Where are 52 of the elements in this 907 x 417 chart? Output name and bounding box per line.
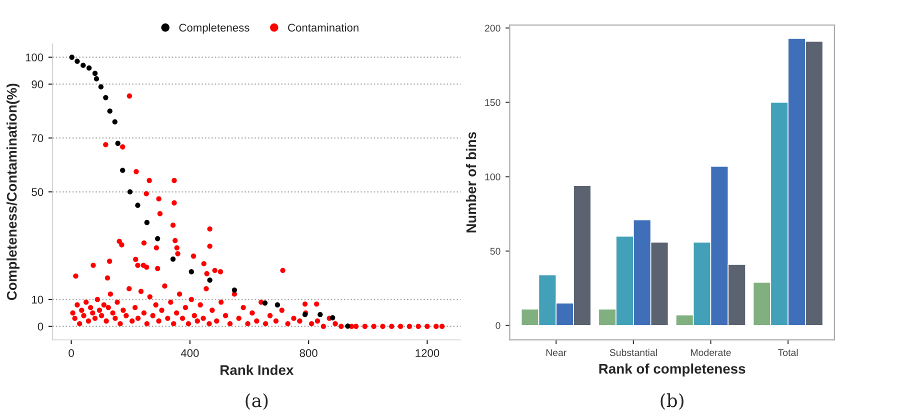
x-tick-label: 800 bbox=[300, 349, 318, 358]
y-tick-label: 90 bbox=[32, 80, 44, 88]
x-axis-title: Rank of completeness bbox=[599, 364, 746, 376]
x-tick-label: 400 bbox=[180, 349, 199, 358]
point bbox=[94, 76, 100, 82]
y-tick-label: 100 bbox=[485, 173, 500, 180]
y-tick-label: 50 bbox=[490, 248, 500, 255]
point bbox=[345, 324, 350, 329]
point bbox=[74, 58, 80, 64]
point bbox=[170, 256, 176, 262]
y-tick-label: 200 bbox=[484, 24, 500, 32]
point bbox=[86, 65, 92, 71]
legend-label: Contamination bbox=[288, 23, 358, 32]
point bbox=[92, 70, 98, 76]
point bbox=[80, 62, 86, 68]
point bbox=[107, 108, 112, 114]
point bbox=[318, 312, 323, 318]
y-tick-label: 10 bbox=[32, 296, 44, 304]
point bbox=[262, 300, 268, 306]
x-tick-label: Near bbox=[546, 349, 566, 356]
point bbox=[115, 140, 120, 146]
point bbox=[120, 168, 126, 173]
legend-label: Completeness bbox=[179, 23, 250, 34]
point bbox=[69, 54, 74, 60]
point bbox=[188, 269, 194, 274]
point bbox=[98, 84, 104, 90]
point bbox=[232, 287, 238, 293]
point bbox=[144, 220, 150, 226]
point bbox=[330, 315, 336, 320]
x-axis-title: Rank Index bbox=[220, 364, 294, 375]
y-tick-label: 50 bbox=[32, 188, 44, 196]
y-axis-title: Completeness/Contamination(%) bbox=[6, 84, 20, 300]
x-tick-label: Moderate bbox=[691, 348, 731, 356]
point bbox=[127, 189, 133, 194]
y-axis-title: Number of bins bbox=[466, 132, 476, 232]
x-tick-label: Total bbox=[778, 348, 798, 356]
y-tick-label: 0 bbox=[38, 322, 44, 331]
y-tick-label: 150 bbox=[485, 99, 500, 106]
point bbox=[274, 302, 280, 308]
point bbox=[155, 236, 160, 242]
point bbox=[135, 202, 140, 208]
y-tick-label: 100 bbox=[26, 54, 44, 62]
y-tick-label: 0 bbox=[496, 322, 500, 330]
point bbox=[103, 95, 108, 100]
x-tick-label: 0 bbox=[68, 349, 74, 358]
text: (a) bbox=[246, 393, 268, 410]
point bbox=[112, 119, 118, 124]
point bbox=[207, 278, 212, 283]
x-tick-label: 1200 bbox=[416, 349, 440, 358]
y-tick-label: 70 bbox=[32, 134, 44, 142]
x-tick-label: Substantial bbox=[610, 348, 657, 356]
text: (b) bbox=[660, 393, 684, 410]
